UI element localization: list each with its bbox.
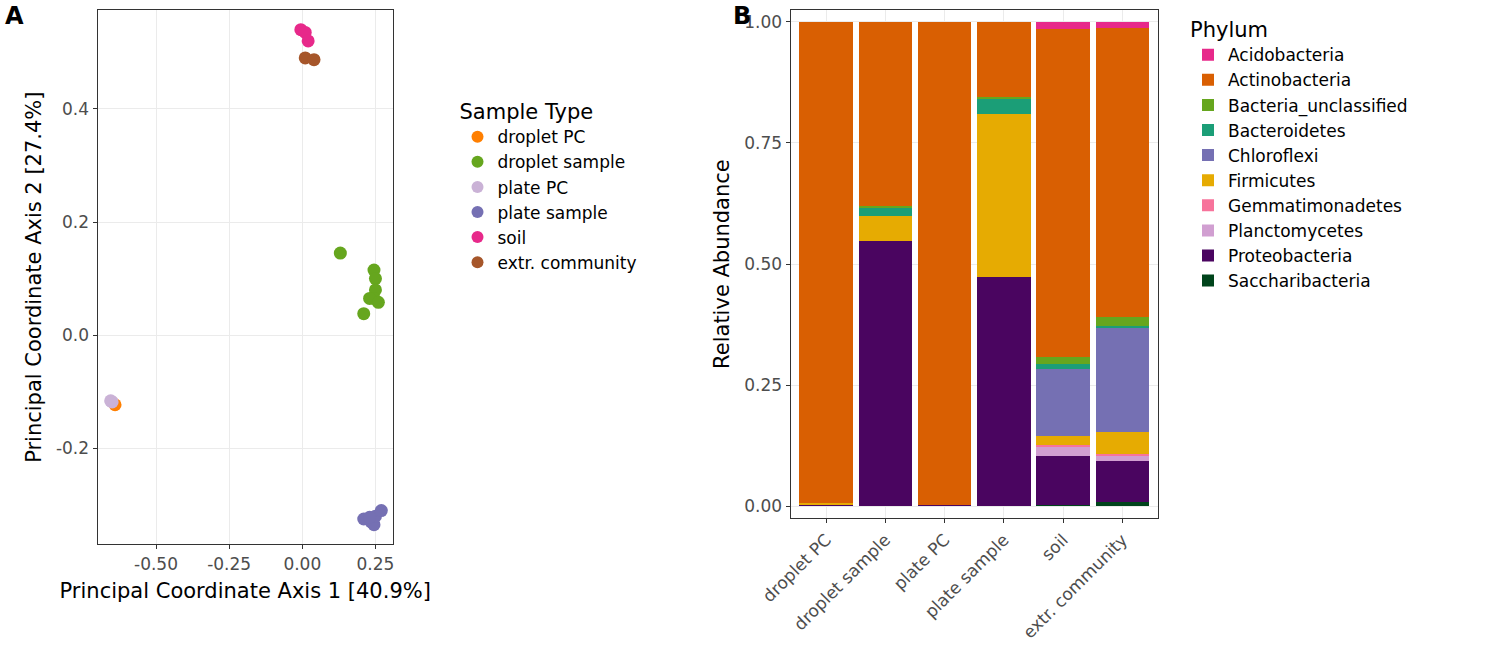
svg-text:0.2: 0.2 bbox=[62, 212, 89, 232]
svg-text:Principal Coordinate Axis 2 [2: Principal Coordinate Axis 2 [27.4%] bbox=[22, 91, 46, 462]
svg-text:droplet sample: droplet sample bbox=[790, 530, 894, 634]
svg-text:Relative Abundance: Relative Abundance bbox=[710, 159, 734, 369]
svg-text:-0.25: -0.25 bbox=[207, 554, 251, 574]
svg-text:Phylum: Phylum bbox=[1190, 18, 1268, 42]
svg-text:1.00: 1.00 bbox=[744, 12, 782, 32]
svg-text:0.00: 0.00 bbox=[744, 496, 782, 516]
svg-text:0.50: 0.50 bbox=[744, 254, 782, 274]
svg-text:0.75: 0.75 bbox=[744, 133, 782, 153]
svg-text:Principal Coordinate Axis 1 [4: Principal Coordinate Axis 1 [40.9%] bbox=[60, 579, 431, 603]
svg-text:plate sample: plate sample bbox=[498, 203, 608, 223]
svg-text:Proteobacteria: Proteobacteria bbox=[1228, 246, 1352, 266]
svg-text:Gemmatimonadetes: Gemmatimonadetes bbox=[1228, 196, 1402, 216]
svg-text:B: B bbox=[733, 2, 751, 30]
svg-text:droplet PC: droplet PC bbox=[498, 127, 586, 147]
svg-text:soil: soil bbox=[498, 228, 527, 248]
svg-text:0.25: 0.25 bbox=[744, 375, 782, 395]
svg-text:plate sample: plate sample bbox=[921, 530, 1013, 622]
svg-text:0.0: 0.0 bbox=[62, 325, 89, 345]
svg-text:-0.50: -0.50 bbox=[134, 554, 178, 574]
svg-text:0.4: 0.4 bbox=[62, 99, 89, 119]
svg-text:extr. community: extr. community bbox=[1019, 530, 1131, 642]
svg-text:Actinobacteria: Actinobacteria bbox=[1228, 70, 1351, 90]
svg-text:Bacteroidetes: Bacteroidetes bbox=[1228, 121, 1346, 141]
svg-text:Bacteria_unclassified: Bacteria_unclassified bbox=[1228, 96, 1408, 117]
svg-text:extr. community: extr. community bbox=[498, 253, 637, 273]
svg-text:-0.2: -0.2 bbox=[56, 438, 89, 458]
svg-text:A: A bbox=[5, 2, 24, 30]
svg-text:Saccharibacteria: Saccharibacteria bbox=[1228, 271, 1371, 291]
svg-text:Sample Type: Sample Type bbox=[460, 100, 594, 124]
svg-text:Firmicutes: Firmicutes bbox=[1228, 171, 1315, 191]
svg-text:0.25: 0.25 bbox=[357, 554, 395, 574]
svg-text:droplet sample: droplet sample bbox=[498, 152, 626, 172]
svg-text:Chloroflexi: Chloroflexi bbox=[1228, 146, 1318, 166]
svg-text:Acidobacteria: Acidobacteria bbox=[1228, 45, 1344, 65]
svg-text:plate PC: plate PC bbox=[889, 530, 953, 594]
svg-text:Planctomycetes: Planctomycetes bbox=[1228, 221, 1363, 241]
svg-text:droplet PC: droplet PC bbox=[759, 530, 835, 606]
svg-text:plate PC: plate PC bbox=[498, 178, 569, 198]
svg-text:0.00: 0.00 bbox=[283, 554, 321, 574]
svg-text:soil: soil bbox=[1038, 530, 1072, 564]
